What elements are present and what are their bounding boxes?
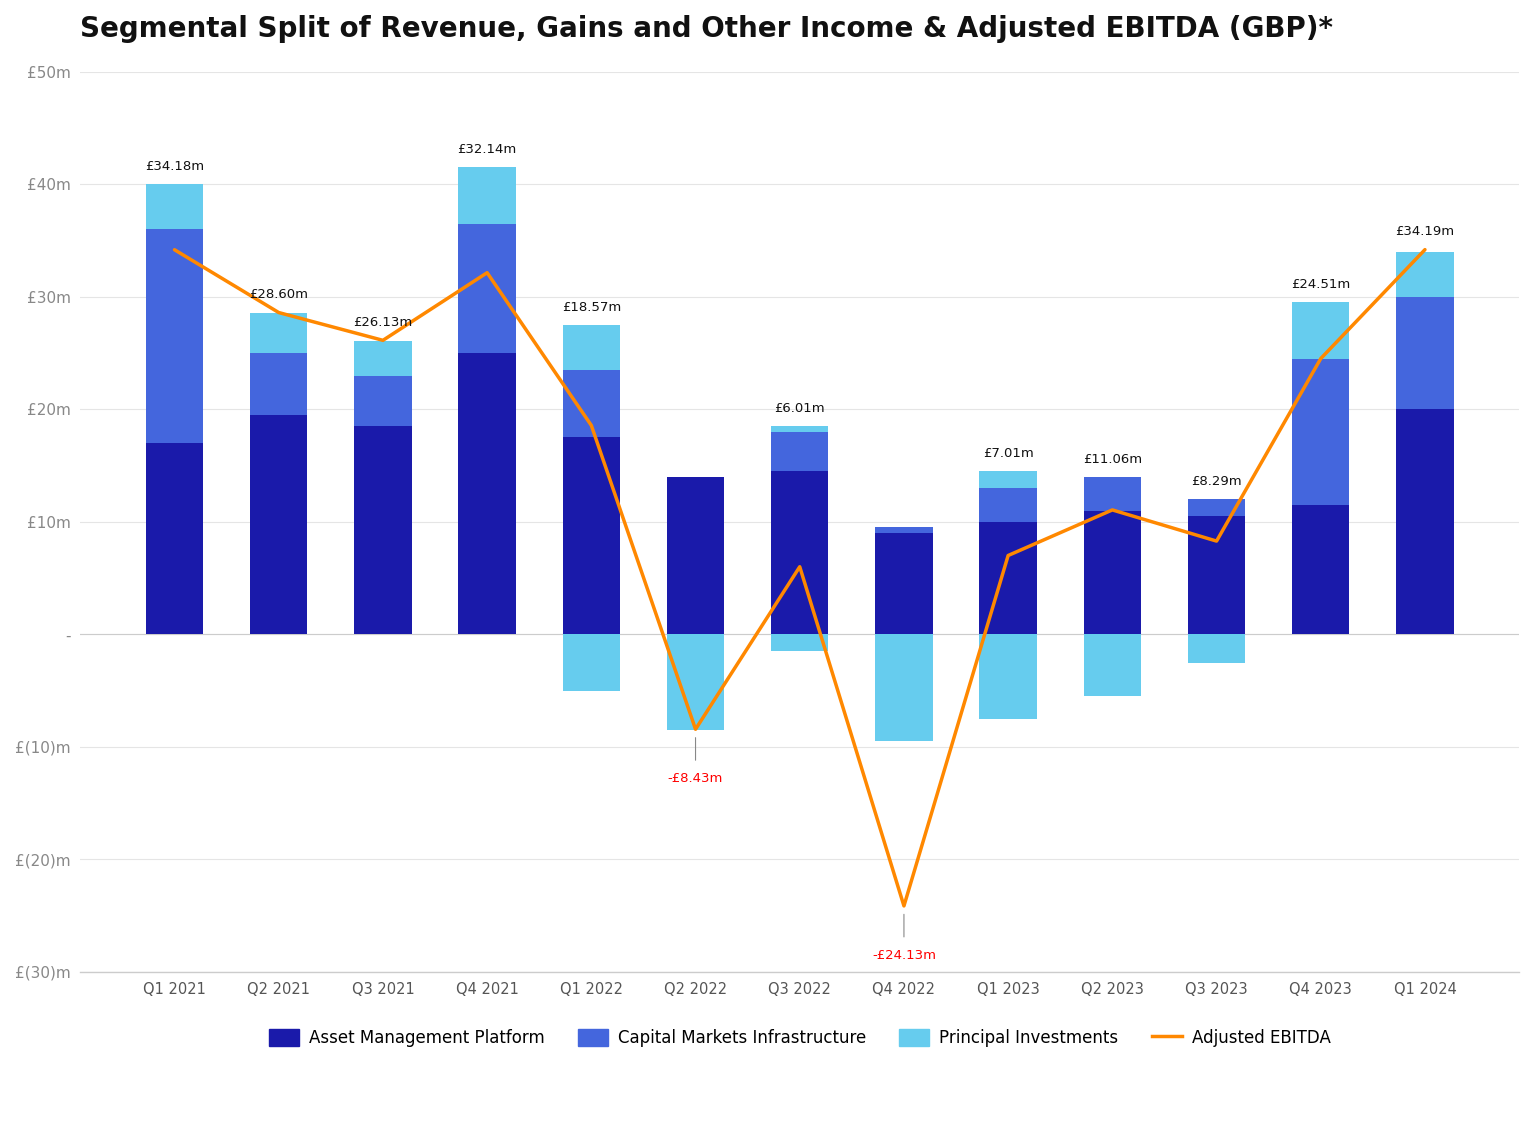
- Bar: [1083, 634, 1141, 696]
- Bar: [563, 325, 620, 370]
- Bar: [772, 472, 828, 634]
- Bar: [563, 634, 620, 691]
- Bar: [1187, 499, 1246, 516]
- Text: £6.01m: £6.01m: [775, 401, 825, 415]
- Text: £34.19m: £34.19m: [1396, 226, 1454, 238]
- Text: £18.57m: £18.57m: [561, 301, 621, 314]
- Bar: [1187, 634, 1246, 662]
- Bar: [146, 229, 202, 443]
- Bar: [1083, 510, 1141, 634]
- Bar: [354, 340, 411, 375]
- Legend: Asset Management Platform, Capital Markets Infrastructure, Principal Investments: Asset Management Platform, Capital Marke…: [262, 1022, 1338, 1053]
- Bar: [1292, 505, 1350, 634]
- Text: £32.14m: £32.14m: [457, 143, 517, 156]
- Bar: [980, 472, 1037, 488]
- Bar: [459, 223, 515, 353]
- Bar: [459, 168, 515, 223]
- Text: -£8.43m: -£8.43m: [667, 772, 723, 785]
- Bar: [563, 370, 620, 438]
- Bar: [146, 184, 202, 229]
- Bar: [1083, 476, 1141, 510]
- Bar: [354, 375, 411, 426]
- Text: £28.60m: £28.60m: [249, 288, 308, 302]
- Bar: [876, 527, 933, 533]
- Text: £8.29m: £8.29m: [1192, 475, 1243, 488]
- Text: £34.18m: £34.18m: [144, 160, 204, 174]
- Bar: [980, 522, 1037, 634]
- Text: -£24.13m: -£24.13m: [871, 949, 936, 962]
- Bar: [459, 353, 515, 634]
- Text: £24.51m: £24.51m: [1292, 278, 1350, 291]
- Text: £11.06m: £11.06m: [1083, 452, 1141, 466]
- Bar: [980, 634, 1037, 719]
- Text: Segmental Split of Revenue, Gains and Other Income & Adjusted EBITDA (GBP)*: Segmental Split of Revenue, Gains and Ot…: [80, 15, 1333, 43]
- Bar: [772, 426, 828, 432]
- Bar: [980, 488, 1037, 522]
- Bar: [1396, 252, 1454, 297]
- Bar: [1292, 358, 1350, 505]
- Bar: [1396, 409, 1454, 634]
- Bar: [250, 353, 307, 415]
- Bar: [876, 533, 933, 634]
- Bar: [250, 313, 307, 353]
- Bar: [667, 476, 724, 634]
- Bar: [1396, 297, 1454, 409]
- Bar: [772, 634, 828, 651]
- Bar: [1292, 303, 1350, 358]
- Text: £7.01m: £7.01m: [983, 447, 1034, 460]
- Bar: [876, 634, 933, 742]
- Bar: [354, 426, 411, 634]
- Bar: [772, 432, 828, 472]
- Bar: [563, 438, 620, 634]
- Bar: [1187, 516, 1246, 634]
- Bar: [146, 443, 202, 634]
- Bar: [250, 415, 307, 634]
- Bar: [667, 634, 724, 730]
- Text: £26.13m: £26.13m: [353, 316, 413, 329]
